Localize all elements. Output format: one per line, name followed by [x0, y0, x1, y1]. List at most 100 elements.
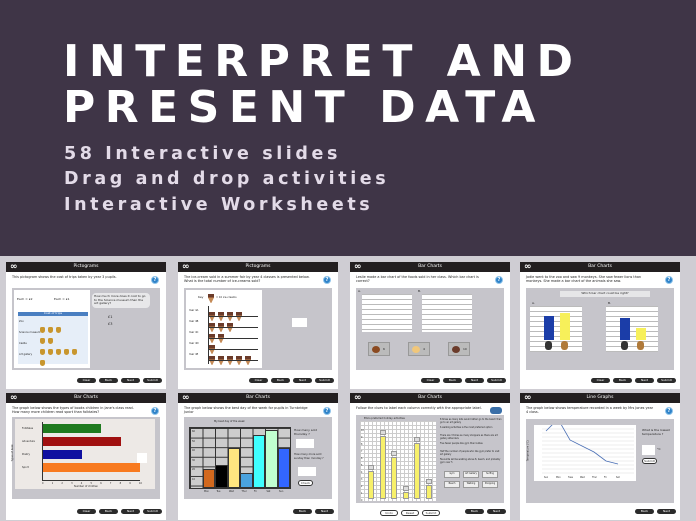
draggable-label[interactable]: Shopping — [482, 481, 498, 488]
feature-1: 58 Interactive slides — [64, 144, 342, 164]
slide-title: Bar Charts — [588, 264, 612, 269]
draggable-label[interactable]: Walking — [463, 481, 479, 488]
bar — [265, 430, 278, 488]
monkey-icon — [545, 341, 552, 350]
submit-button[interactable]: Submit — [642, 458, 657, 464]
feature-2: Drag and drop activities — [64, 169, 390, 189]
feature-3: Interactive Worksheets — [64, 195, 374, 215]
row-label: Year 4D — [189, 342, 199, 345]
help-icon[interactable]: ? — [495, 276, 503, 284]
option-1[interactable]: £1 — [108, 315, 113, 319]
money-bag-icon — [48, 338, 53, 344]
content-panel[interactable]: A. B. 6 4 10 — [356, 288, 504, 370]
submit-button[interactable]: Submit — [422, 510, 440, 516]
slide-header: ∞ Bar Charts — [350, 393, 510, 403]
slide-title: Bar Charts — [418, 395, 442, 400]
help-icon[interactable]: ? — [665, 407, 673, 415]
clear-button[interactable]: Clear — [77, 378, 96, 383]
bar — [202, 468, 215, 488]
next-button[interactable]: Next — [315, 509, 334, 514]
slide-thumbnail[interactable]: ∞ Bar Charts Jodie went to the zoo and s… — [520, 262, 680, 389]
undo-button[interactable]: Undo — [380, 510, 398, 516]
row-label: Year 4A — [189, 309, 199, 312]
submit-button[interactable]: Submit — [315, 378, 334, 383]
bar-chart-option[interactable] — [362, 294, 412, 332]
next-button[interactable]: Next — [465, 378, 484, 383]
category-label: Folktales — [22, 427, 34, 430]
back-button[interactable]: Back — [613, 378, 632, 383]
help-icon[interactable]: ? — [323, 276, 331, 284]
bar-chart-option[interactable] — [422, 294, 472, 332]
slide-thumbnail[interactable]: ∞ Bar Charts The graph below shows the b… — [178, 393, 338, 520]
x-tick: 7 — [109, 482, 112, 485]
answer-input-2[interactable] — [298, 467, 316, 476]
prompt: Which bar chart could be right? — [560, 291, 650, 297]
next-button[interactable]: Next — [121, 509, 140, 514]
help-icon[interactable]: ? — [151, 276, 159, 284]
answer-input[interactable] — [292, 318, 307, 327]
help-icon[interactable]: ? — [323, 407, 331, 415]
submit-button[interactable]: Submit — [657, 378, 676, 383]
answer-input[interactable] — [137, 453, 147, 463]
back-button[interactable]: Back — [443, 378, 462, 383]
clear-button[interactable]: Clear — [591, 378, 610, 383]
slide-thumbnail[interactable]: ∞ Line Graphs The graph below shows temp… — [520, 393, 680, 520]
help-icon[interactable]: ? — [151, 407, 159, 415]
clear-button[interactable]: Clear — [421, 378, 440, 383]
draggable-label[interactable]: Beach — [444, 481, 460, 488]
bar — [252, 435, 265, 488]
clear-button[interactable]: Clear — [249, 378, 268, 383]
bar-chart-option[interactable] — [530, 306, 582, 352]
next-button[interactable]: Next — [121, 378, 140, 383]
question-text: Leslie made a bar chart of the foods sol… — [356, 275, 479, 283]
bar — [414, 443, 420, 499]
help-icon[interactable]: ? — [665, 276, 673, 284]
option-2[interactable]: £3 — [108, 322, 113, 326]
draggable-label[interactable]: Gym — [444, 471, 460, 478]
back-button[interactable]: Back — [293, 509, 312, 514]
y-tick: 6 — [361, 457, 363, 460]
next-button[interactable]: Next — [293, 378, 312, 383]
slide-thumbnail[interactable]: ∞ Bar Charts The graph below shows the t… — [6, 393, 166, 520]
slide-thumbnail[interactable]: ∞ Bar Charts Leslie made a bar chart of … — [350, 262, 510, 389]
submit-button[interactable]: Submit — [487, 378, 506, 383]
next-button[interactable]: Next — [635, 378, 654, 383]
label-drop-zone[interactable] — [379, 430, 386, 435]
question-text: This pictogram shows the cost of trips t… — [12, 275, 117, 279]
answer-input-1[interactable] — [296, 439, 314, 448]
next-button[interactable]: Next — [487, 509, 506, 514]
submit-button[interactable]: Submit — [143, 378, 162, 383]
label-drop-zone[interactable] — [368, 465, 374, 470]
label-drop-zone[interactable] — [391, 451, 397, 456]
ask-1: How many sold thursday ? — [294, 428, 318, 436]
slide-header: ∞ Line Graphs — [520, 393, 680, 403]
slide-thumbnail[interactable]: ∞ Pictograms The ice-cream sold in a sum… — [178, 262, 338, 389]
back-button[interactable]: Back — [465, 509, 484, 514]
back-button[interactable]: Back — [635, 509, 654, 514]
back-button[interactable]: Back — [99, 378, 118, 383]
submit-button[interactable]: Submit — [143, 509, 162, 514]
back-button[interactable]: Back — [99, 509, 118, 514]
x-tick: Sat — [266, 490, 271, 493]
key-2: Each = £1 — [54, 297, 70, 301]
draggable-label[interactable]: Surfing — [482, 471, 498, 478]
content-panel[interactable]: Ella's preferred holiday activities 10 9 8… — [356, 415, 504, 503]
bar-chart-option[interactable] — [606, 306, 658, 352]
content-panel: Types of book Folktales Adventure Poetry Sp… — [11, 417, 160, 499]
draggable-label[interactable]: Art Gallery — [463, 471, 479, 478]
label-drop-zone[interactable] — [425, 479, 432, 484]
next-button[interactable]: Next — [657, 509, 676, 514]
answer-input[interactable] — [642, 445, 655, 455]
bar — [43, 437, 121, 446]
category-label: Adventure — [22, 440, 35, 443]
reset-button[interactable]: Reset — [401, 510, 419, 516]
label-drop-zone[interactable] — [414, 437, 420, 442]
label-drop-zone[interactable] — [402, 486, 409, 491]
content-panel[interactable]: Which bar chart could be right? A. B. — [526, 288, 674, 370]
clear-button[interactable]: Clear — [77, 509, 96, 514]
slide-thumbnail[interactable]: ∞ Bar Charts Follow the clues to label e… — [350, 393, 510, 520]
slide-thumbnail[interactable]: ∞ Pictograms This pictogram shows the co… — [6, 262, 166, 389]
infinity-logo-icon: ∞ — [354, 262, 362, 272]
back-button[interactable]: Back — [271, 378, 290, 383]
check-button[interactable]: Check — [298, 480, 313, 486]
